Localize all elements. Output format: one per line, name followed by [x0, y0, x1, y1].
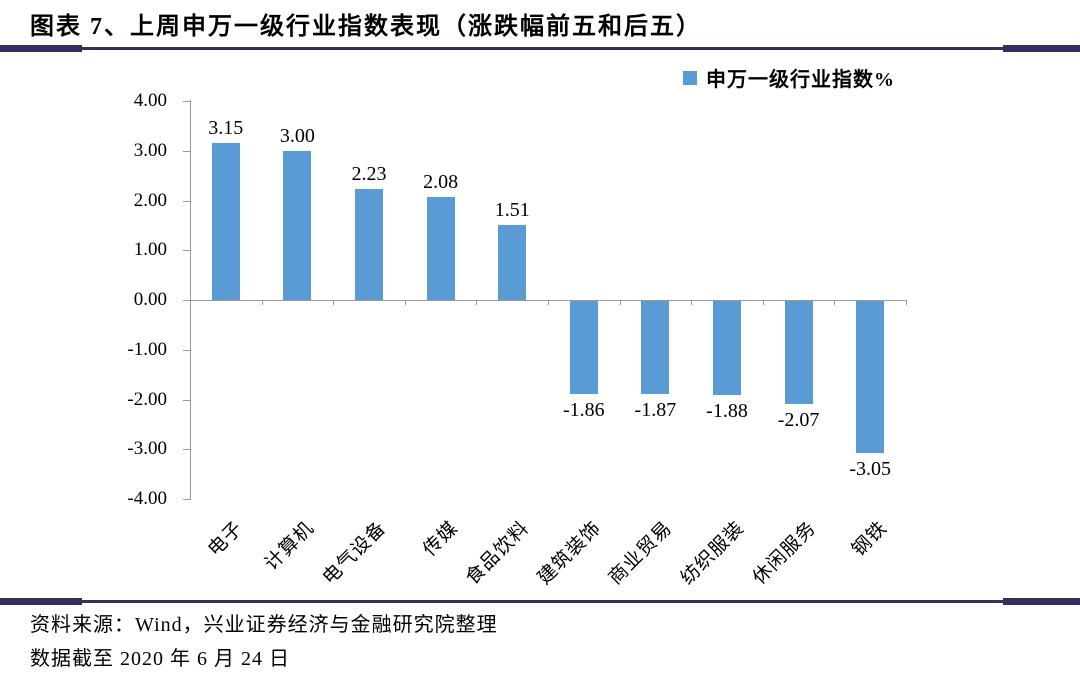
- chart-legend: 申万一级行业指数%: [683, 63, 895, 92]
- x-axis-tick: [906, 300, 907, 305]
- legend-swatch-icon: [683, 70, 697, 85]
- bar-value-label: 2.23: [351, 163, 387, 186]
- legend-label: 申万一级行业指数%: [706, 69, 895, 91]
- x-axis-tick: [619, 300, 621, 305]
- y-axis-tick: [183, 499, 190, 500]
- x-axis-tick: [476, 300, 478, 305]
- y-axis-tick: [183, 200, 190, 202]
- divider-line: [0, 600, 1080, 603]
- x-axis-tick: [190, 300, 191, 305]
- divider-line: [0, 47, 1080, 50]
- y-tick-label: -1.00: [127, 338, 167, 360]
- x-axis-tick: [404, 300, 406, 305]
- source-note: 资料来源：Wind，兴业证券经济与金融研究院整理: [30, 614, 498, 636]
- category-label: 传媒: [418, 517, 462, 561]
- y-axis-tick: [183, 349, 190, 351]
- y-tick-label: -4.00: [127, 488, 167, 509]
- category-label: 电子: [204, 517, 248, 561]
- x-axis-tick: [333, 300, 335, 305]
- x-axis-tick: [762, 300, 764, 305]
- bar: [355, 189, 383, 300]
- y-tick-label: -3.00: [127, 438, 167, 460]
- bar: [856, 301, 885, 453]
- y-tick-label: 2.00: [133, 189, 167, 211]
- bar: [784, 301, 813, 404]
- y-tick-label: 4.00: [133, 90, 167, 111]
- bar-value-label: -3.05: [849, 457, 892, 480]
- footer-divider: [0, 597, 1080, 606]
- bar-value-label: 2.08: [423, 170, 459, 193]
- y-tick-label: 1.00: [133, 239, 167, 261]
- divider-thick-right: [1003, 598, 1080, 605]
- bar-value-label: 3.15: [208, 117, 244, 140]
- category-label: 商业贸易: [605, 517, 677, 589]
- bar-value-label: -2.07: [777, 408, 820, 431]
- bar-value-label: -1.86: [562, 398, 605, 421]
- category-label: 食品饮料: [462, 517, 534, 589]
- bar: [498, 224, 527, 300]
- category-label: 休闲服务: [748, 517, 820, 589]
- y-tick-label: 0.00: [133, 289, 167, 310]
- bar-value-label: 3.00: [279, 124, 315, 147]
- data-cutoff-note: 数据截至 2020 年 6 月 24 日: [30, 648, 290, 670]
- category-label: 计算机: [261, 517, 319, 575]
- bar: [426, 196, 455, 300]
- y-axis-tick: [183, 300, 190, 301]
- title-divider: [0, 44, 1080, 53]
- y-axis-tick: [183, 399, 190, 401]
- bar-value-label: 1.51: [494, 198, 530, 221]
- category-label: 电气设备: [318, 517, 391, 589]
- category-label: 纺织服装: [676, 517, 749, 589]
- y-axis-tick: [183, 101, 190, 102]
- y-axis-tick: [183, 449, 190, 451]
- y-axis-tick: [183, 250, 190, 252]
- x-axis-tick: [261, 300, 263, 305]
- bar-value-label: -1.88: [706, 399, 748, 422]
- bar-value-label: -1.87: [634, 399, 677, 422]
- x-axis-tick: [834, 300, 836, 305]
- category-label: 建筑装饰: [533, 517, 606, 589]
- divider-thick-left: [0, 45, 82, 52]
- bar: [211, 143, 240, 300]
- y-tick-label: -2.00: [127, 388, 167, 410]
- bar: [713, 301, 741, 395]
- y-tick-label: 3.00: [133, 139, 167, 161]
- divider-thick-left: [0, 598, 82, 605]
- bar: [283, 150, 312, 300]
- category-label: 钢铁: [848, 517, 892, 561]
- y-axis-tick: [183, 150, 190, 152]
- x-axis-tick: [548, 300, 549, 305]
- bar: [641, 301, 670, 395]
- figure-title: 图表 7、上周申万一级行业指数表现（涨跌幅前五和后五）: [30, 14, 702, 40]
- x-axis-tick: [691, 300, 693, 305]
- divider-thick-right: [1003, 45, 1080, 52]
- bar: [569, 301, 598, 394]
